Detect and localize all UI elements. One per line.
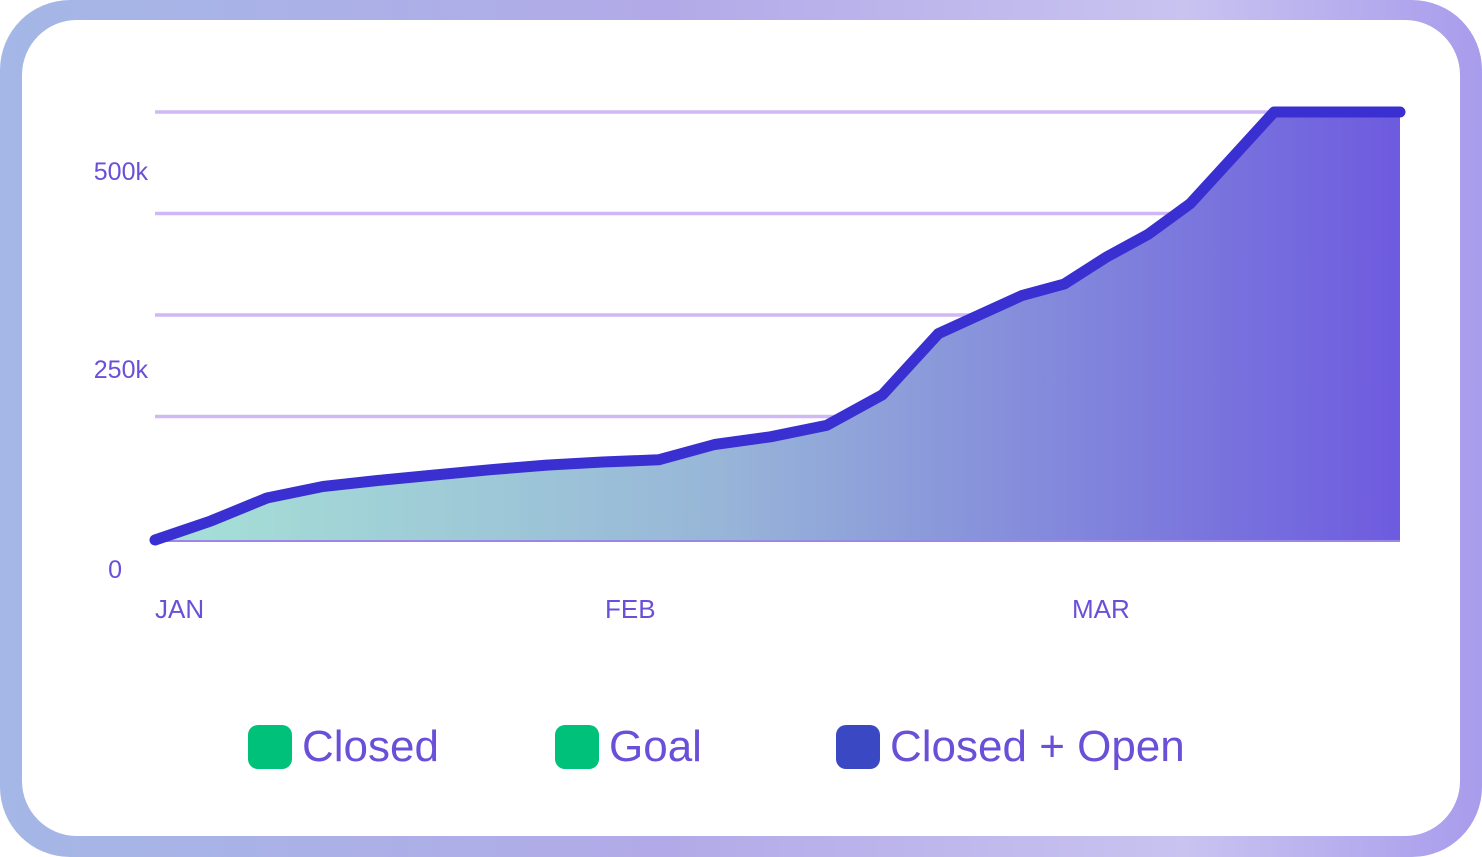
legend-label-goal: Goal — [609, 722, 702, 771]
legend-swatch-closed-open — [836, 725, 880, 769]
x-axis-labels: JAN FEB MAR — [155, 594, 1130, 624]
series-area-closed-open — [155, 112, 1400, 540]
legend-swatch-closed — [248, 725, 292, 769]
y-tick-label: 250k — [94, 356, 149, 384]
x-tick-label: FEB — [605, 594, 656, 624]
legend-label-closed-open: Closed + Open — [890, 722, 1185, 771]
x-tick-label: JAN — [155, 594, 204, 624]
series-line-closed-open — [149, 106, 1406, 546]
legend-item-closed: Closed — [248, 717, 439, 777]
legend: Closed Goal Closed + Open — [0, 717, 1482, 777]
legend-label-closed: Closed — [302, 722, 439, 771]
y-tick-label: 500k — [94, 158, 149, 186]
x-tick-label: MAR — [1072, 594, 1130, 624]
legend-swatch-goal — [555, 725, 599, 769]
y-tick-label: 0 — [108, 556, 122, 584]
legend-item-closed-open: Closed + Open — [836, 717, 1185, 777]
y-axis-labels: 0 250k 500k — [94, 158, 149, 584]
legend-item-goal: Goal — [555, 717, 702, 777]
